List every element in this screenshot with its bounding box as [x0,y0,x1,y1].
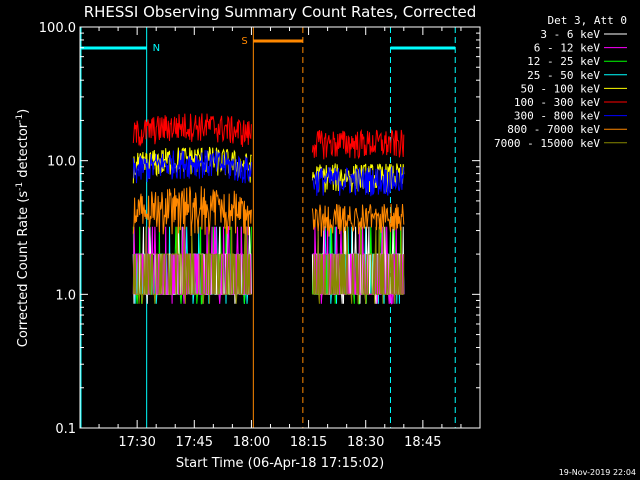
y-axis-label: Corrected Count Rate (s-1 detector-1) [15,109,31,347]
legend-title: Det 3, Att 0 [548,14,627,27]
legend-label-6: 300 - 800 keV [514,110,600,123]
legend-label-1: 6 - 12 keV [534,42,601,55]
legend-label-2: 12 - 25 keV [527,55,600,68]
x-tick-label-3: 18:15 [290,435,327,450]
series-line-800-7000keV-w0 [132,186,252,237]
series-line-300-800keV-w1 [312,166,405,197]
x-tick-label-0: 17:30 [118,435,155,450]
series-line-800-7000keV-w1 [311,203,405,237]
legend-label-3: 25 - 50 keV [527,69,600,82]
series-line-7000-15000keV-w1 [312,226,405,304]
flag-label-N: N [153,43,160,54]
y-tick-label-1: 10.0 [47,155,76,170]
y-tick-label-2: 1.0 [55,288,76,303]
x-axis: 17:30 17:45 18:00 18:15 18:30 18:45 [98,27,462,450]
series-line-50-100keV-w0 [132,146,252,184]
series-line-50-100keV-w1 [311,163,405,193]
x-tick-label-2: 18:00 [233,435,270,450]
series-line-300-800keV-w0 [132,150,252,184]
legend-label-5: 100 - 300 keV [514,96,600,109]
x-tick-label-5: 18:45 [404,435,441,450]
x-axis-label: Start Time (06-Apr-18 17:15:02) [176,456,384,471]
legend-label-8: 7000 - 15000 keV [494,137,600,150]
legend-label-0: 3 - 6 keV [540,28,600,41]
y-axis: 100.0 10.0 1.0 0.1 [39,21,480,437]
series-line-7000-15000keV-w0 [132,226,252,304]
series-line-100-300keV-w1 [311,128,405,160]
legend-label-4: 50 - 100 keV [521,82,601,95]
flag-label-S: S [241,36,247,47]
series-line-100-300keV-w0 [132,113,252,148]
legend-label-7: 800 - 7000 keV [507,123,600,136]
footer-timestamp: 19-Nov-2019 22:04 [559,468,636,477]
x-tick-label-4: 18:30 [347,435,384,450]
plot-frame [79,26,481,429]
y-tick-label-3: 0.1 [55,422,76,437]
x-tick-label-1: 17:45 [176,435,213,450]
plot-area: NS [80,27,456,428]
y-tick-label-0: 100.0 [39,21,76,36]
chart-title: RHESSI Observing Summary Count Rates, Co… [84,3,477,21]
